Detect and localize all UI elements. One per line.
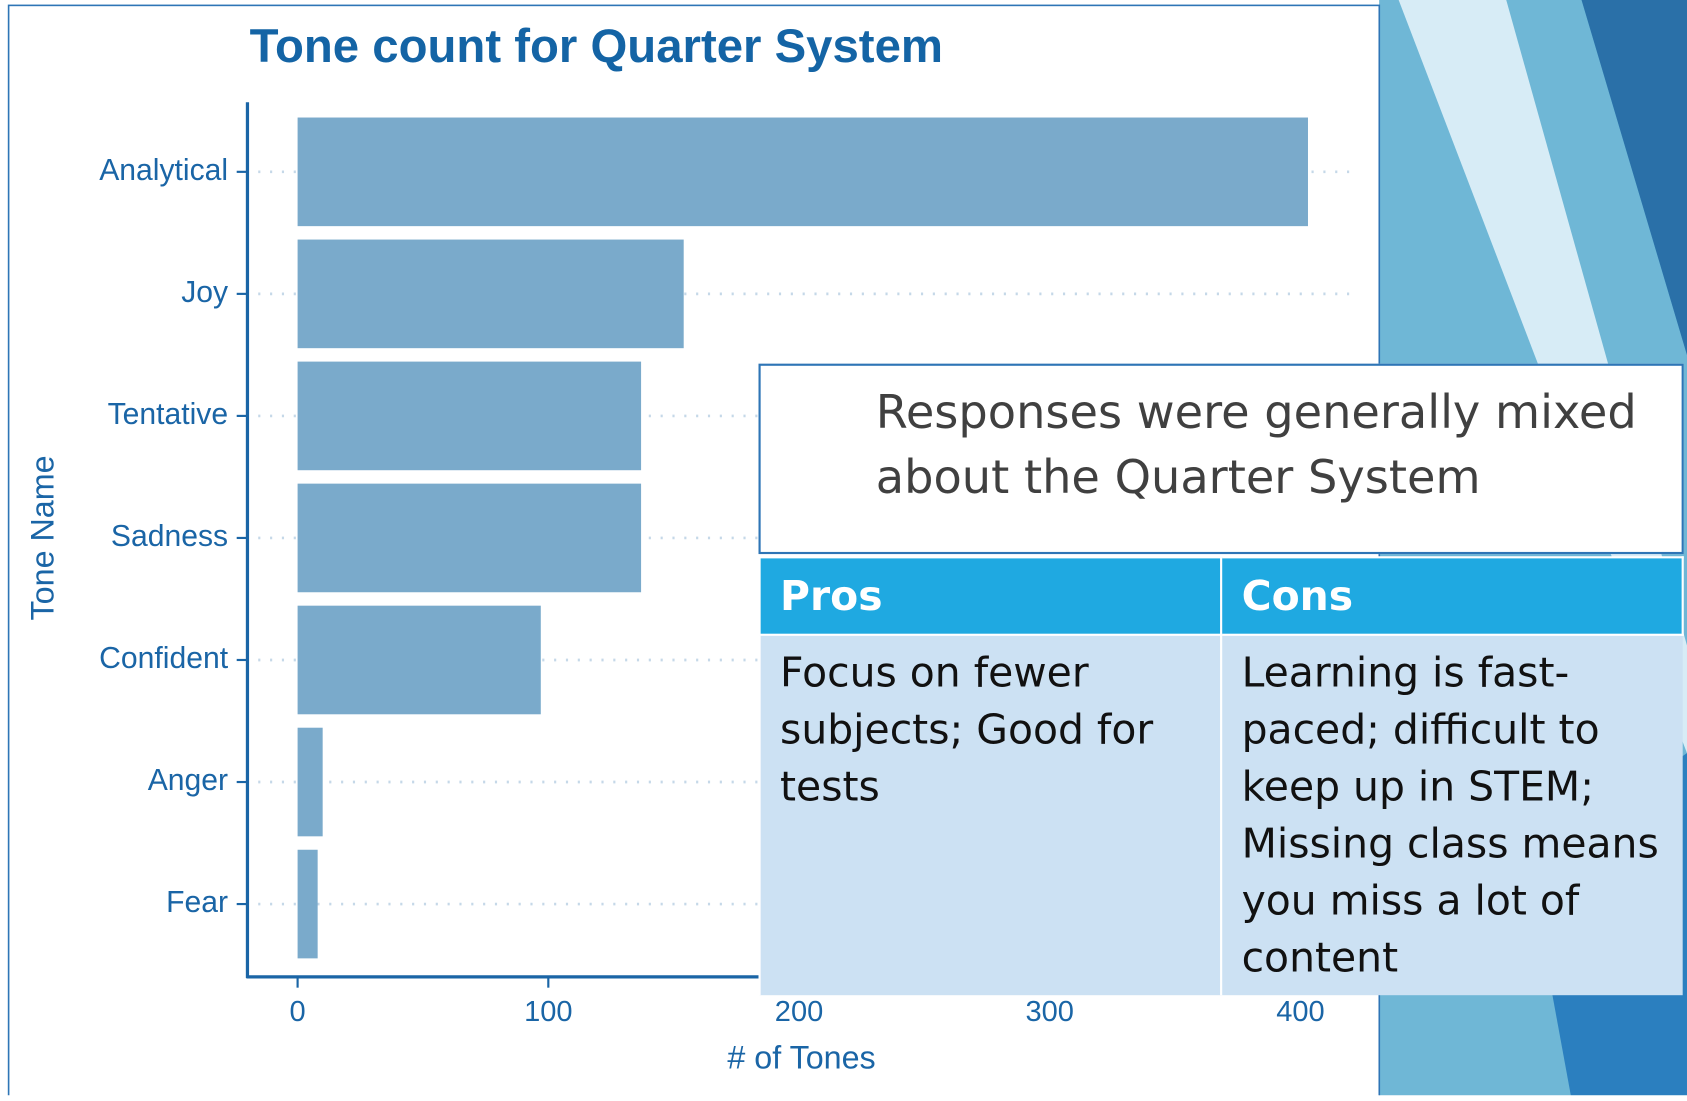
decor	[1581, 0, 1687, 356]
callout-text: Responses were generally mixed about the…	[875, 386, 1637, 505]
bar	[297, 361, 642, 471]
x-tick-label: 300	[1026, 996, 1074, 1028]
chart-title: Tone count for Quarter System	[250, 20, 943, 73]
callout: Responses were generally mixed about the…	[758, 363, 1684, 555]
bar	[297, 727, 323, 837]
bar	[297, 239, 684, 349]
y-tick-label: Fear	[166, 886, 228, 919]
y-tick-label: Sadness	[111, 520, 228, 553]
bar	[297, 605, 541, 715]
y-tick-label: Tentative	[108, 398, 229, 431]
x-tick-label: 400	[1276, 996, 1324, 1028]
y-axis-label: Tone Name	[25, 455, 61, 620]
table-cell: Learning is fast-paced; difficult to kee…	[1220, 634, 1683, 996]
pros-cons-table: Pros Cons Focus on fewer subjects; Good f…	[758, 556, 1684, 996]
bar	[297, 483, 642, 593]
x-tick-label: 200	[775, 996, 823, 1028]
table-cell: Focus on fewer subjects; Good for tests	[758, 634, 1222, 996]
y-tick-label: Analytical	[99, 154, 228, 187]
x-tick-label: 100	[524, 996, 572, 1028]
table-header: Pros	[758, 556, 1223, 636]
y-tick-label: Confident	[99, 642, 229, 675]
bar	[297, 849, 318, 959]
y-tick-label: Joy	[181, 276, 228, 309]
x-tick-label: 0	[290, 996, 306, 1028]
x-axis-label: # of Tones	[727, 1039, 875, 1075]
table-header: Cons	[1220, 556, 1684, 636]
bar	[297, 117, 1308, 227]
y-tick-label: Anger	[148, 764, 228, 797]
